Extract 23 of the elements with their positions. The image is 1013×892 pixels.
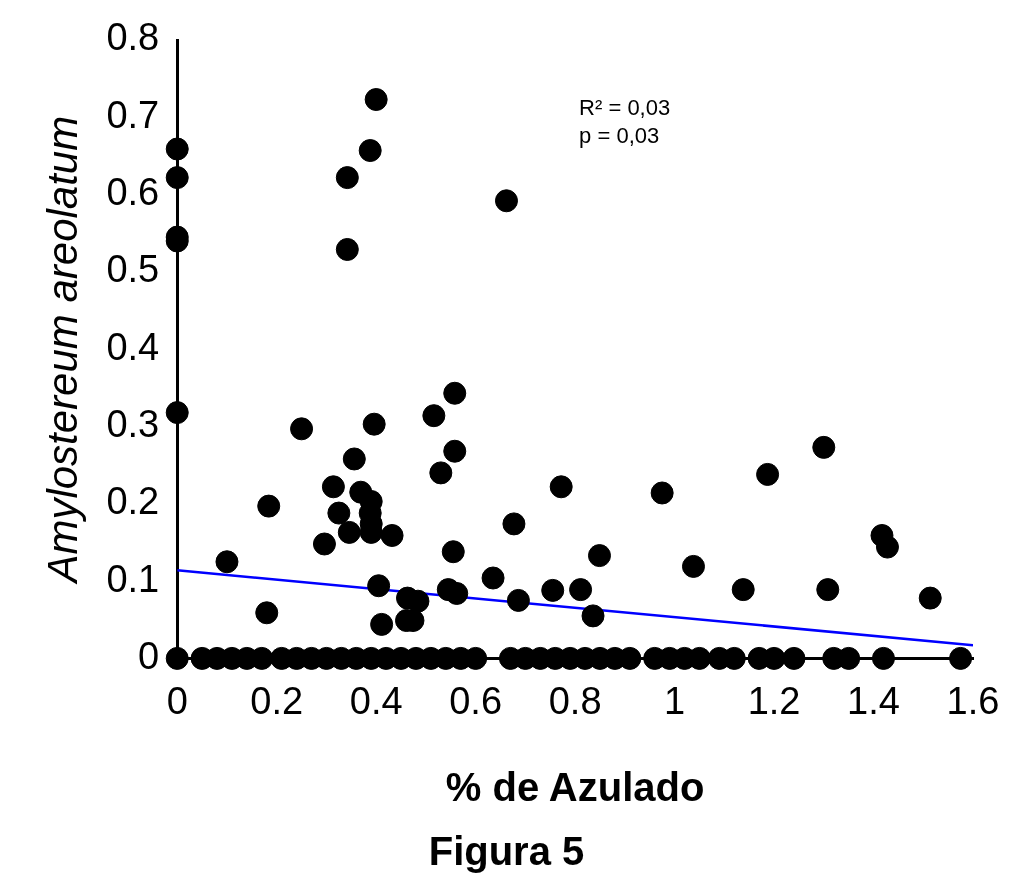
annotation: p = 0,03: [579, 123, 660, 149]
y-tick-label: 0: [138, 634, 160, 677]
x-tick-label: 1.6: [946, 679, 1000, 722]
x-tick-label: 0.2: [250, 679, 304, 722]
y-axis-title: Amylostereum areolatum: [38, 115, 86, 586]
y-tick-label: 0.3: [106, 402, 160, 445]
x-axis-title: % de Azulado: [445, 765, 705, 810]
y-tick-label: 0.4: [106, 325, 160, 368]
x-tick-label: 0.4: [349, 679, 403, 722]
x-tick-label: 1.2: [747, 679, 801, 722]
x-tick-label: 0.6: [449, 679, 503, 722]
x-tick-label: 0: [166, 679, 188, 722]
y-tick-label: 0.6: [106, 171, 160, 214]
y-tick-label: 0.7: [106, 93, 160, 136]
annotation: R² = 0,03: [579, 95, 671, 121]
x-tick-label: 1.4: [847, 679, 900, 722]
y-tick-label: 0.5: [106, 248, 160, 291]
y-tick-label: 0.1: [106, 557, 160, 600]
x-tick-label: 1: [664, 679, 686, 722]
x-tick-label: 0.8: [548, 679, 602, 722]
y-tick-label: 0.2: [106, 480, 160, 523]
y-tick-label: 0.8: [106, 16, 160, 59]
text: Figura 5: [428, 829, 585, 874]
